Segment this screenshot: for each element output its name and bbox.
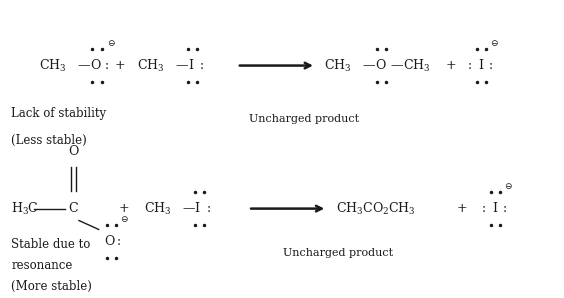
- Text: $\mathregular{CH_3CO_2CH_3}$: $\mathregular{CH_3CO_2CH_3}$: [336, 201, 416, 217]
- Text: :: :: [503, 202, 506, 215]
- Text: —: —: [182, 202, 195, 215]
- Text: I: I: [492, 202, 497, 215]
- Text: —: —: [363, 59, 375, 72]
- Text: Lack of stability: Lack of stability: [11, 107, 107, 120]
- Text: +: +: [457, 202, 468, 215]
- Text: —: —: [175, 59, 188, 72]
- Text: Stable due to: Stable due to: [11, 238, 91, 251]
- Text: :: :: [117, 235, 121, 248]
- Text: :: :: [104, 59, 108, 72]
- Text: $\mathregular{CH_3}$: $\mathregular{CH_3}$: [39, 58, 67, 74]
- Text: resonance: resonance: [11, 259, 73, 272]
- Text: $\ominus$: $\ominus$: [107, 38, 116, 48]
- Text: :: :: [482, 202, 486, 215]
- Text: $\mathregular{CH_3}$: $\mathregular{CH_3}$: [403, 58, 431, 74]
- Text: O: O: [90, 59, 100, 72]
- Text: O: O: [68, 145, 78, 159]
- Text: $\mathregular{CH_3}$: $\mathregular{CH_3}$: [144, 201, 171, 217]
- Text: :: :: [207, 202, 211, 215]
- Text: $\mathregular{CH_3}$: $\mathregular{CH_3}$: [137, 58, 165, 74]
- Text: I: I: [188, 59, 193, 72]
- Text: $\mathregular{H_3C}$: $\mathregular{H_3C}$: [11, 201, 39, 217]
- Text: :: :: [488, 59, 492, 72]
- Text: O: O: [104, 235, 114, 248]
- Text: (Less stable): (Less stable): [11, 134, 87, 147]
- Text: :: :: [468, 59, 472, 72]
- Text: +: +: [446, 59, 456, 72]
- Text: Uncharged product: Uncharged product: [283, 248, 394, 258]
- Text: $\mathregular{CH_3}$: $\mathregular{CH_3}$: [324, 58, 352, 74]
- Text: —: —: [78, 59, 90, 72]
- Text: (More stable): (More stable): [11, 280, 92, 293]
- Text: Uncharged product: Uncharged product: [249, 114, 360, 124]
- Text: C: C: [68, 202, 78, 215]
- Text: +: +: [114, 59, 125, 72]
- Text: O: O: [375, 59, 385, 72]
- Text: I: I: [195, 202, 200, 215]
- Text: $\ominus$: $\ominus$: [120, 214, 129, 224]
- Text: I: I: [478, 59, 483, 72]
- Text: $\ominus$: $\ominus$: [490, 38, 499, 48]
- Text: :: :: [200, 59, 204, 72]
- Text: $\ominus$: $\ominus$: [504, 181, 513, 191]
- Text: —: —: [391, 59, 403, 72]
- Text: +: +: [118, 202, 129, 215]
